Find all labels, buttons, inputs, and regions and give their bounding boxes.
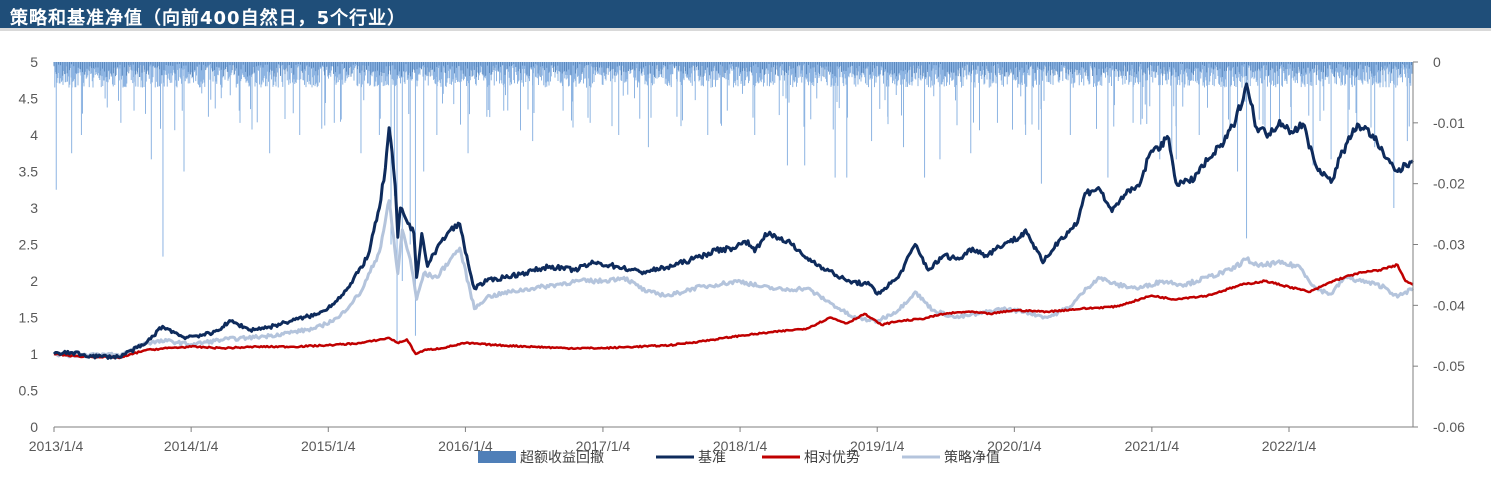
chart-title: 策略和基准净值（向前400自然日，5个行业） [10,8,407,29]
y-left-tick-label: 2.5 [19,237,39,253]
x-tick-label: 2018/1/4 [713,438,768,454]
legend-swatch-drawdown [478,451,516,463]
series-line-benchmark [52,82,1415,360]
x-tick-label: 2019/1/4 [850,438,905,454]
series-line-strategy [53,199,1415,359]
y-right-tick-label: -0.05 [1433,358,1465,374]
y-left-tick-label: 4.5 [19,91,39,107]
y-right-tick-label: -0.03 [1433,237,1465,253]
x-tick-label: 2013/1/4 [29,438,84,454]
y-left-tick-label: 3 [30,200,38,216]
legend: 超额收益回撤 基准 相对优势 策略净值 [478,449,1000,466]
y-left-tick-label: 0.5 [19,383,39,399]
y-right-tick-label: -0.04 [1433,297,1465,313]
series-lines [52,82,1415,360]
x-tick-label: 2015/1/4 [301,438,356,454]
x-tick-label: 2016/1/4 [438,438,493,454]
y-left-tick-label: 1.5 [19,310,39,326]
y-right-tick-label: -0.01 [1433,115,1465,131]
x-tick-label: 2020/1/4 [987,438,1042,454]
y-right-tick-label: -0.02 [1433,176,1465,192]
y-left-tick-label: 1 [30,346,38,362]
drawdown-bars [53,62,1414,342]
axes: 0 0.5 1 1.5 2 2.5 3 3.5 4 4.5 5 0 -0.01 -0.02 -0.03 -0.… [19,54,1466,454]
title-bar: 策略和基准净值（向前400自然日，5个行业） [0,0,1491,31]
y-left-tick-label: 3.5 [19,164,39,180]
x-tick-label: 2014/1/4 [164,438,219,454]
legend-label-drawdown: 超额收益回撤 [520,450,604,466]
y-left-tick-label: 2 [30,273,38,289]
legend-label-relative: 相对优势 [804,450,860,466]
x-tick-label: 2021/1/4 [1125,438,1180,454]
legend-label-benchmark: 基准 [698,449,726,466]
y-left-tick-label: 5 [30,54,38,70]
series-line-relative [53,263,1414,360]
y-right-tick-label: 0 [1433,54,1441,70]
y-left-tick-label: 4 [30,127,38,143]
y-left-tick-label: 0 [30,419,38,435]
y-right-tick-label: -0.06 [1433,419,1465,435]
legend-label-strategy: 策略净值 [944,449,1000,466]
x-tick-label: 2017/1/4 [576,438,631,454]
x-tick-label: 2022/1/4 [1262,438,1317,454]
chart-area: 0 0.5 1 1.5 2 2.5 3 3.5 4 4.5 5 0 -0.01 -0.02 -0.03 -0.… [19,54,1466,466]
